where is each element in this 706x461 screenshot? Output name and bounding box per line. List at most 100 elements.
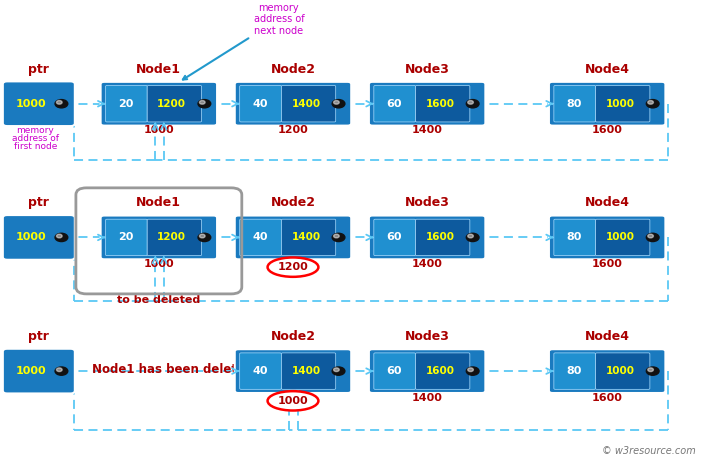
Text: ptr: ptr	[28, 330, 49, 343]
Text: 1600: 1600	[426, 366, 455, 376]
FancyBboxPatch shape	[374, 219, 415, 255]
Circle shape	[333, 233, 345, 242]
Circle shape	[648, 368, 653, 372]
Text: 1000: 1000	[16, 232, 47, 242]
Circle shape	[647, 367, 659, 375]
Circle shape	[55, 233, 68, 242]
Text: 1200: 1200	[277, 125, 309, 136]
Text: 1200: 1200	[277, 262, 309, 272]
Circle shape	[466, 100, 479, 108]
Circle shape	[648, 234, 653, 238]
Text: 20: 20	[119, 99, 133, 109]
Text: © w3resource.com: © w3resource.com	[602, 446, 695, 456]
Text: 40: 40	[253, 232, 268, 242]
Text: 1400: 1400	[412, 259, 443, 269]
Text: 1000: 1000	[606, 232, 635, 242]
Text: address of: address of	[12, 134, 59, 143]
Text: Node1 has been deleted: Node1 has been deleted	[92, 363, 253, 377]
Ellipse shape	[268, 391, 318, 410]
FancyBboxPatch shape	[369, 349, 486, 393]
Circle shape	[56, 100, 62, 104]
Ellipse shape	[268, 257, 318, 277]
Text: 1400: 1400	[412, 393, 443, 403]
Text: 1000: 1000	[16, 366, 47, 376]
FancyBboxPatch shape	[281, 353, 336, 389]
Text: 1400: 1400	[277, 259, 309, 269]
Text: memory: memory	[16, 125, 54, 135]
FancyBboxPatch shape	[234, 82, 351, 125]
Text: 80: 80	[567, 99, 582, 109]
Circle shape	[333, 368, 340, 372]
FancyBboxPatch shape	[3, 349, 75, 394]
Text: 80: 80	[567, 366, 582, 376]
Text: 1600: 1600	[592, 259, 623, 269]
Circle shape	[648, 100, 653, 104]
FancyBboxPatch shape	[549, 349, 665, 393]
FancyBboxPatch shape	[234, 349, 351, 393]
Text: 1000: 1000	[606, 99, 635, 109]
FancyBboxPatch shape	[554, 353, 596, 389]
FancyBboxPatch shape	[101, 216, 217, 259]
Text: ptr: ptr	[28, 196, 49, 209]
FancyBboxPatch shape	[596, 86, 650, 122]
Text: 1000: 1000	[143, 125, 174, 136]
Text: first node: first node	[13, 142, 57, 151]
FancyBboxPatch shape	[549, 82, 665, 125]
FancyBboxPatch shape	[239, 353, 281, 389]
Circle shape	[199, 234, 205, 238]
Circle shape	[333, 100, 340, 104]
Text: memory
address of
next node: memory address of next node	[183, 2, 304, 80]
Circle shape	[647, 100, 659, 108]
FancyBboxPatch shape	[369, 216, 486, 259]
FancyBboxPatch shape	[415, 86, 469, 122]
Text: Node2: Node2	[270, 330, 316, 343]
Text: 60: 60	[387, 232, 402, 242]
Text: 1200: 1200	[157, 232, 186, 242]
Circle shape	[198, 233, 210, 242]
Text: 1000: 1000	[606, 366, 635, 376]
FancyBboxPatch shape	[148, 86, 202, 122]
Text: Node4: Node4	[585, 63, 630, 76]
Circle shape	[333, 234, 340, 238]
Text: 1400: 1400	[412, 125, 443, 136]
Text: Node1: Node1	[136, 63, 181, 76]
FancyBboxPatch shape	[415, 219, 469, 255]
Text: 1400: 1400	[292, 99, 321, 109]
Circle shape	[467, 100, 473, 104]
Text: 1600: 1600	[426, 232, 455, 242]
Circle shape	[333, 100, 345, 108]
Circle shape	[199, 100, 205, 104]
FancyBboxPatch shape	[3, 82, 75, 126]
Text: 60: 60	[387, 99, 402, 109]
Circle shape	[55, 367, 68, 375]
Circle shape	[333, 367, 345, 375]
Circle shape	[55, 100, 68, 108]
Text: Node2: Node2	[270, 63, 316, 76]
FancyBboxPatch shape	[281, 86, 336, 122]
FancyBboxPatch shape	[369, 82, 486, 125]
FancyBboxPatch shape	[101, 82, 217, 125]
Circle shape	[467, 368, 473, 372]
FancyBboxPatch shape	[374, 353, 415, 389]
Text: 80: 80	[567, 232, 582, 242]
Text: Node4: Node4	[585, 196, 630, 209]
Circle shape	[198, 100, 210, 108]
FancyBboxPatch shape	[148, 219, 202, 255]
Text: Node3: Node3	[405, 196, 450, 209]
Circle shape	[467, 234, 473, 238]
FancyBboxPatch shape	[239, 86, 281, 122]
Text: 1600: 1600	[592, 393, 623, 403]
Text: 1400: 1400	[292, 232, 321, 242]
Text: 1400: 1400	[277, 393, 309, 403]
FancyBboxPatch shape	[239, 219, 281, 255]
Text: 40: 40	[253, 366, 268, 376]
Text: 1000: 1000	[277, 396, 309, 406]
FancyBboxPatch shape	[549, 216, 665, 259]
Text: 1000: 1000	[143, 259, 174, 269]
Text: to be deleted: to be deleted	[117, 295, 201, 305]
Text: Node3: Node3	[405, 330, 450, 343]
FancyBboxPatch shape	[596, 219, 650, 255]
Text: 20: 20	[119, 232, 133, 242]
Text: 1600: 1600	[426, 99, 455, 109]
FancyBboxPatch shape	[234, 216, 351, 259]
